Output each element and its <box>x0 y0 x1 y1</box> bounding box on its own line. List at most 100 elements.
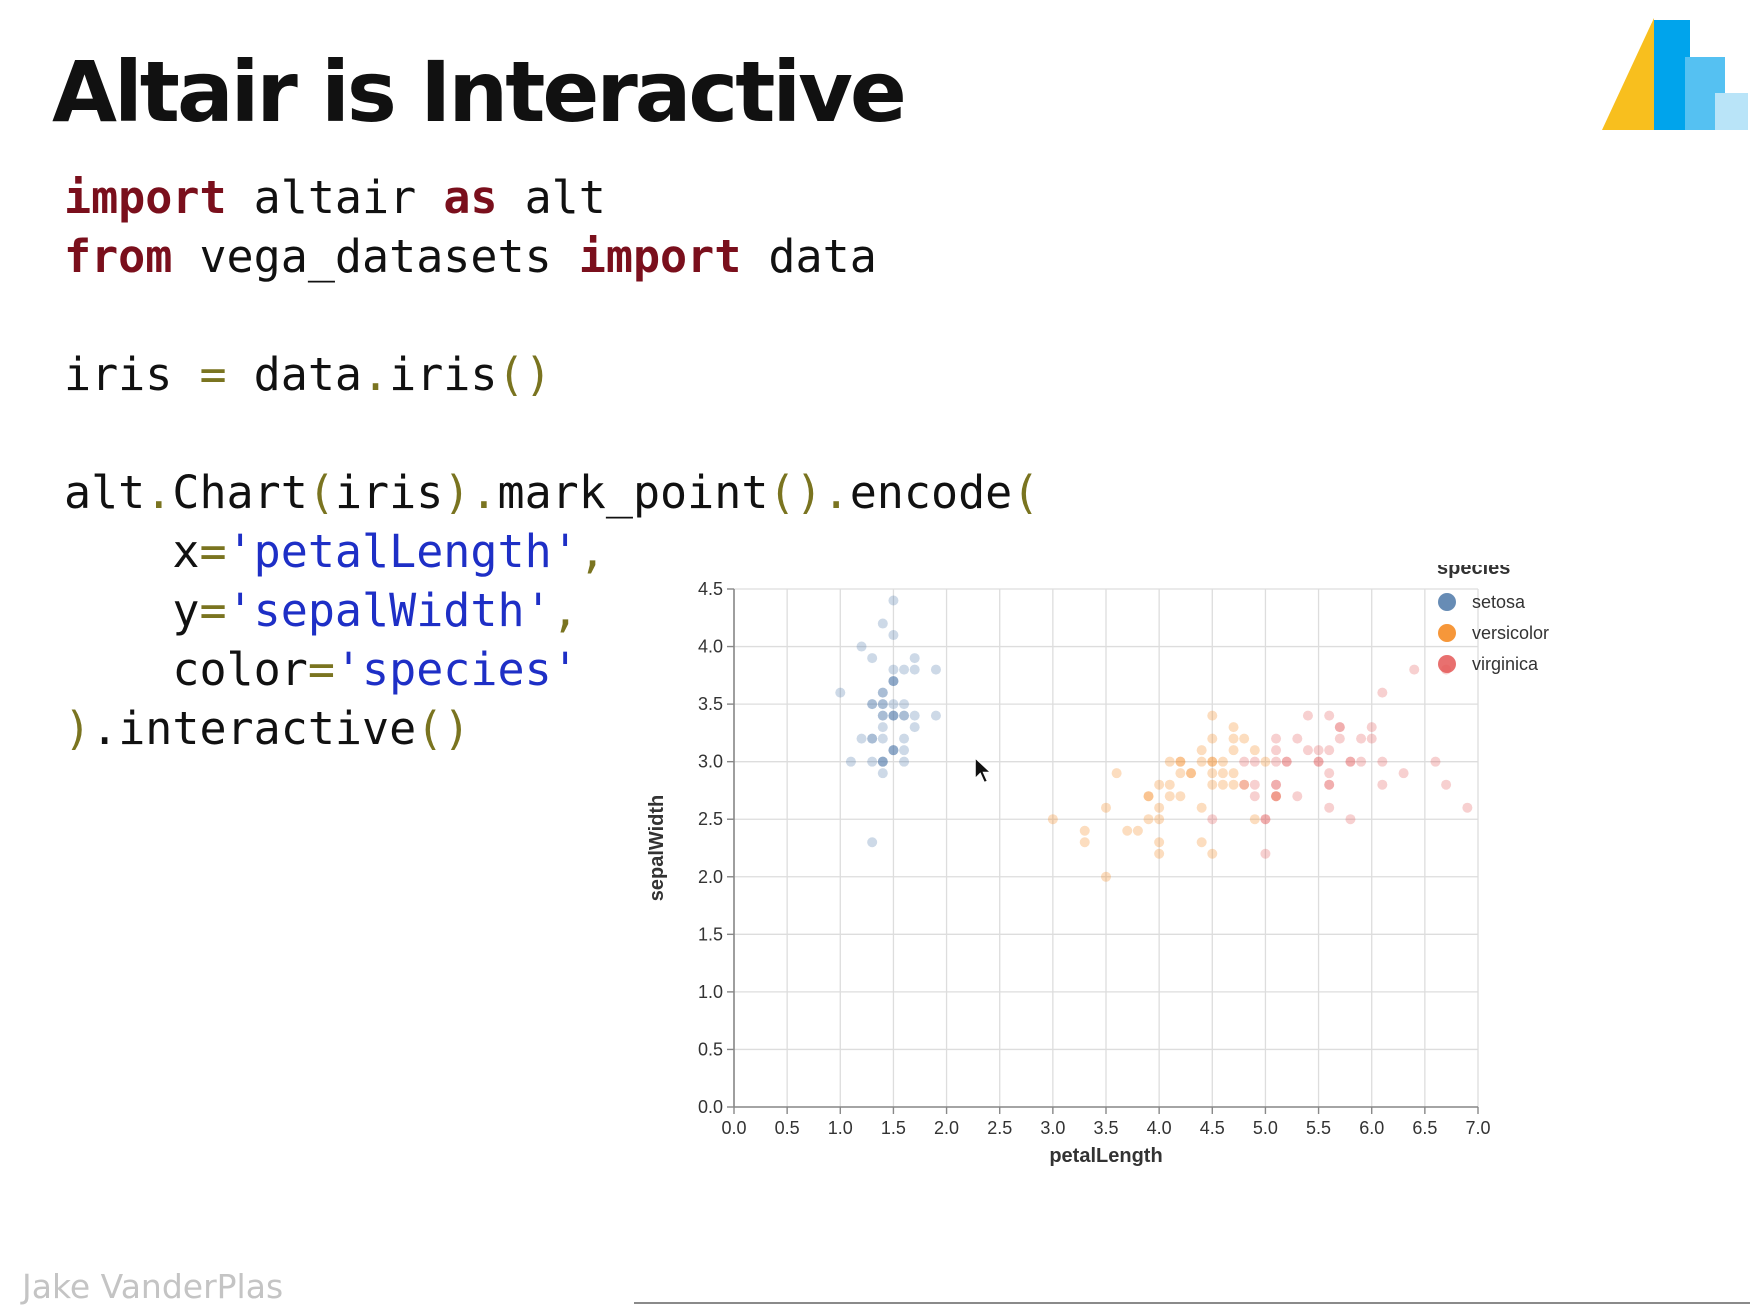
point-versicolor[interactable] <box>1239 733 1250 744</box>
point-setosa[interactable] <box>899 710 910 721</box>
point-versicolor[interactable] <box>1154 848 1165 859</box>
point-setosa[interactable] <box>888 745 899 756</box>
point-virginica[interactable] <box>1430 756 1441 767</box>
point-setosa[interactable] <box>899 710 910 721</box>
point-versicolor[interactable] <box>1154 837 1165 848</box>
point-setosa[interactable] <box>877 710 888 721</box>
point-versicolor[interactable] <box>1164 756 1175 767</box>
point-versicolor[interactable] <box>1217 779 1228 790</box>
point-setosa[interactable] <box>867 756 878 767</box>
point-virginica[interactable] <box>1313 745 1324 756</box>
point-setosa[interactable] <box>888 676 899 687</box>
point-setosa[interactable] <box>888 745 899 756</box>
point-virginica[interactable] <box>1356 756 1367 767</box>
point-virginica[interactable] <box>1281 756 1292 767</box>
point-setosa[interactable] <box>867 699 878 710</box>
point-setosa[interactable] <box>867 733 878 744</box>
point-setosa[interactable] <box>877 687 888 698</box>
point-setosa[interactable] <box>899 756 910 767</box>
point-versicolor[interactable] <box>1228 768 1239 779</box>
point-versicolor[interactable] <box>1249 814 1260 825</box>
point-setosa[interactable] <box>888 676 899 687</box>
point-versicolor[interactable] <box>1175 791 1186 802</box>
point-virginica[interactable] <box>1271 779 1282 790</box>
point-setosa[interactable] <box>888 630 899 641</box>
point-virginica[interactable] <box>1334 722 1345 733</box>
point-setosa[interactable] <box>877 756 888 767</box>
point-virginica[interactable] <box>1356 733 1367 744</box>
point-setosa[interactable] <box>877 618 888 629</box>
point-versicolor[interactable] <box>1260 756 1271 767</box>
point-virginica[interactable] <box>1271 745 1282 756</box>
point-virginica[interactable] <box>1462 802 1473 813</box>
point-versicolor[interactable] <box>1239 779 1250 790</box>
point-setosa[interactable] <box>888 745 899 756</box>
point-setosa[interactable] <box>867 733 878 744</box>
point-versicolor[interactable] <box>1196 756 1207 767</box>
point-virginica[interactable] <box>1377 687 1388 698</box>
point-versicolor[interactable] <box>1207 710 1218 721</box>
point-setosa[interactable] <box>867 653 878 664</box>
point-virginica[interactable] <box>1292 791 1303 802</box>
point-versicolor[interactable] <box>1207 779 1218 790</box>
point-setosa[interactable] <box>877 756 888 767</box>
point-setosa[interactable] <box>877 699 888 710</box>
point-setosa[interactable] <box>909 653 920 664</box>
point-versicolor[interactable] <box>1143 791 1154 802</box>
point-virginica[interactable] <box>1249 791 1260 802</box>
point-virginica[interactable] <box>1271 791 1282 802</box>
point-virginica[interactable] <box>1271 791 1282 802</box>
point-versicolor[interactable] <box>1207 756 1218 767</box>
point-versicolor[interactable] <box>1101 802 1111 813</box>
point-versicolor[interactable] <box>1175 756 1186 767</box>
point-versicolor[interactable] <box>1186 768 1197 779</box>
point-virginica[interactable] <box>1239 779 1250 790</box>
point-setosa[interactable] <box>877 722 888 733</box>
point-setosa[interactable] <box>888 710 899 721</box>
point-virginica[interactable] <box>1260 848 1271 859</box>
point-versicolor[interactable] <box>1143 814 1154 825</box>
point-setosa[interactable] <box>899 733 910 744</box>
point-versicolor[interactable] <box>1164 791 1175 802</box>
point-virginica[interactable] <box>1313 756 1324 767</box>
point-versicolor[interactable] <box>1079 825 1090 836</box>
plot-area[interactable]: 0.0 0.5 1.0 1.5 2.0 2.5 3.0 3.5 4.0 4.5 5.0 5.5 6.0 6… <box>646 579 1491 1167</box>
point-versicolor[interactable] <box>1196 837 1207 848</box>
point-virginica[interactable] <box>1324 745 1335 756</box>
point-versicolor[interactable] <box>1271 791 1282 802</box>
point-setosa[interactable] <box>888 710 899 721</box>
legend-swatch-setosa[interactable] <box>1438 593 1456 611</box>
point-versicolor[interactable] <box>1217 768 1228 779</box>
point-virginica[interactable] <box>1260 814 1271 825</box>
point-versicolor[interactable] <box>1122 825 1133 836</box>
point-virginica[interactable] <box>1398 768 1409 779</box>
point-setosa[interactable] <box>877 710 888 721</box>
legend-label-virginica[interactable]: virginica <box>1472 654 1539 674</box>
point-versicolor[interactable] <box>1175 756 1186 767</box>
point-versicolor[interactable] <box>1143 791 1154 802</box>
point-virginica[interactable] <box>1377 756 1388 767</box>
legend-label-versicolor[interactable]: versicolor <box>1472 623 1549 643</box>
point-versicolor[interactable] <box>1079 837 1090 848</box>
point-versicolor[interactable] <box>1217 756 1228 767</box>
point-versicolor[interactable] <box>1186 768 1197 779</box>
point-versicolor[interactable] <box>1207 756 1218 767</box>
point-versicolor[interactable] <box>1228 745 1239 756</box>
point-versicolor[interactable] <box>1196 802 1207 813</box>
point-setosa[interactable] <box>877 768 888 779</box>
point-virginica[interactable] <box>1249 756 1260 767</box>
point-virginica[interactable] <box>1302 745 1313 756</box>
point-setosa[interactable] <box>856 733 867 744</box>
point-versicolor[interactable] <box>1175 768 1186 779</box>
point-versicolor[interactable] <box>1154 779 1165 790</box>
point-virginica[interactable] <box>1409 664 1420 675</box>
point-versicolor[interactable] <box>1154 802 1165 813</box>
point-setosa[interactable] <box>909 710 920 721</box>
point-virginica[interactable] <box>1302 710 1313 721</box>
point-setosa[interactable] <box>867 699 878 710</box>
chart-svg[interactable]: 0.0 0.5 1.0 1.5 2.0 2.5 3.0 3.5 4.0 4.5 5.0 5.5 6.0 6… <box>634 565 1750 1302</box>
point-setosa[interactable] <box>909 722 920 733</box>
point-setosa[interactable] <box>888 676 899 687</box>
point-versicolor[interactable] <box>1228 733 1239 744</box>
legend-label-setosa[interactable]: setosa <box>1472 592 1526 612</box>
